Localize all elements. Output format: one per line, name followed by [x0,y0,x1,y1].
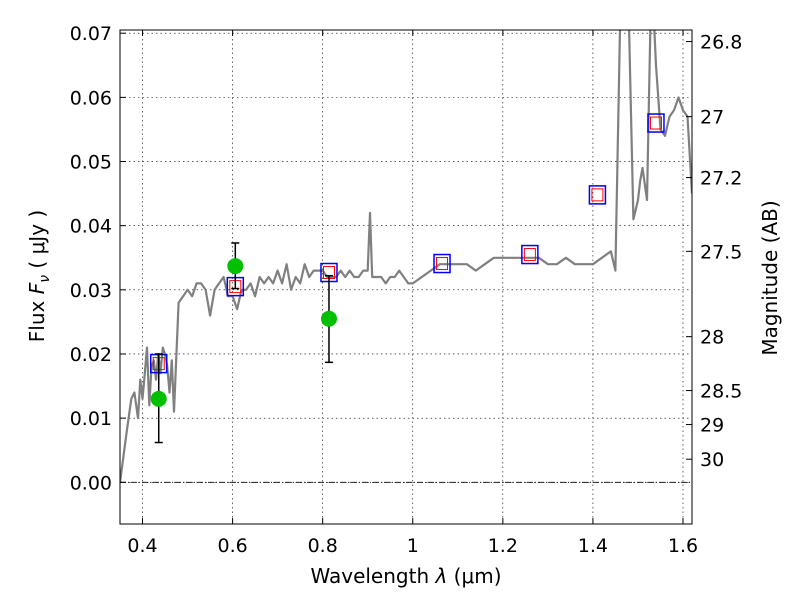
x-axis-ticks: 0.4 0.6 0.8 1 1.2 1.4 1.6 [127,30,698,557]
model-band-marker-inner [436,257,449,271]
model-band-marker-outer [647,113,665,133]
x-tick-label: 1 [407,535,419,557]
y-tick-label: 0.07 [70,23,112,45]
model-band-marker-inner [591,188,604,202]
observed-points [150,242,337,444]
y2-tick-label: 26.8 [700,32,742,54]
plot-frame [119,29,693,525]
y-axis-ticks: 0.00 0.01 0.02 0.03 0.04 0.05 0.06 0.07 [70,23,126,494]
y2-tick-label: 28.5 [700,381,742,403]
x-tick-label: 1.2 [488,535,518,557]
x-tick-label: 0.6 [217,535,247,557]
x-tick-label: 0.4 [127,535,157,557]
model-spectrum [120,30,692,483]
model-band-markers [149,113,665,374]
model-band-marker-outer [521,244,539,265]
y2-tick-label: 29 [700,415,724,437]
observed-point [227,258,244,275]
model-band-marker-outer [433,253,451,274]
y-tick-label: 0.05 [70,152,112,174]
y-tick-label: 0.00 [70,472,112,494]
y-axis-label-subscript: ν [37,275,53,283]
observed-point [320,310,337,327]
y-axis-label: Flux Fν ( μJy ) [25,210,53,342]
x-axis-label-symbol: λ [434,564,447,588]
y-tick-label: 0.01 [70,408,112,430]
y-tick-label: 0.02 [70,344,112,366]
y-tick-label: 0.06 [70,87,112,109]
observed-point [150,390,167,407]
y2-tick-label: 27.5 [700,241,742,263]
y2-tick-label: 28 [700,327,724,349]
y2-axis-label: Magnitude (AB) [758,200,782,355]
model-band-marker-outer [588,185,607,205]
y2-tick-label: 27.2 [700,168,742,190]
y2-axis-ticks: 26.8 27 27.2 27.5 28 28.5 29 30 [686,32,742,471]
grid [120,30,692,524]
y2-tick-label: 27 [700,107,724,129]
x-axis-label: Wavelength λ (μm) [310,564,501,588]
model-band-marker-inner [649,116,662,130]
x-tick-label: 1.6 [668,535,698,557]
model-band-marker-inner [523,248,536,262]
y-tick-label: 0.04 [70,216,112,238]
model-spectrum-line [120,30,692,483]
y-axis-label-symbol: F [25,282,49,294]
y-tick-label: 0.03 [70,280,112,302]
x-tick-label: 1.4 [578,535,608,557]
y2-tick-label: 30 [700,449,724,471]
x-tick-label: 0.8 [308,535,338,557]
